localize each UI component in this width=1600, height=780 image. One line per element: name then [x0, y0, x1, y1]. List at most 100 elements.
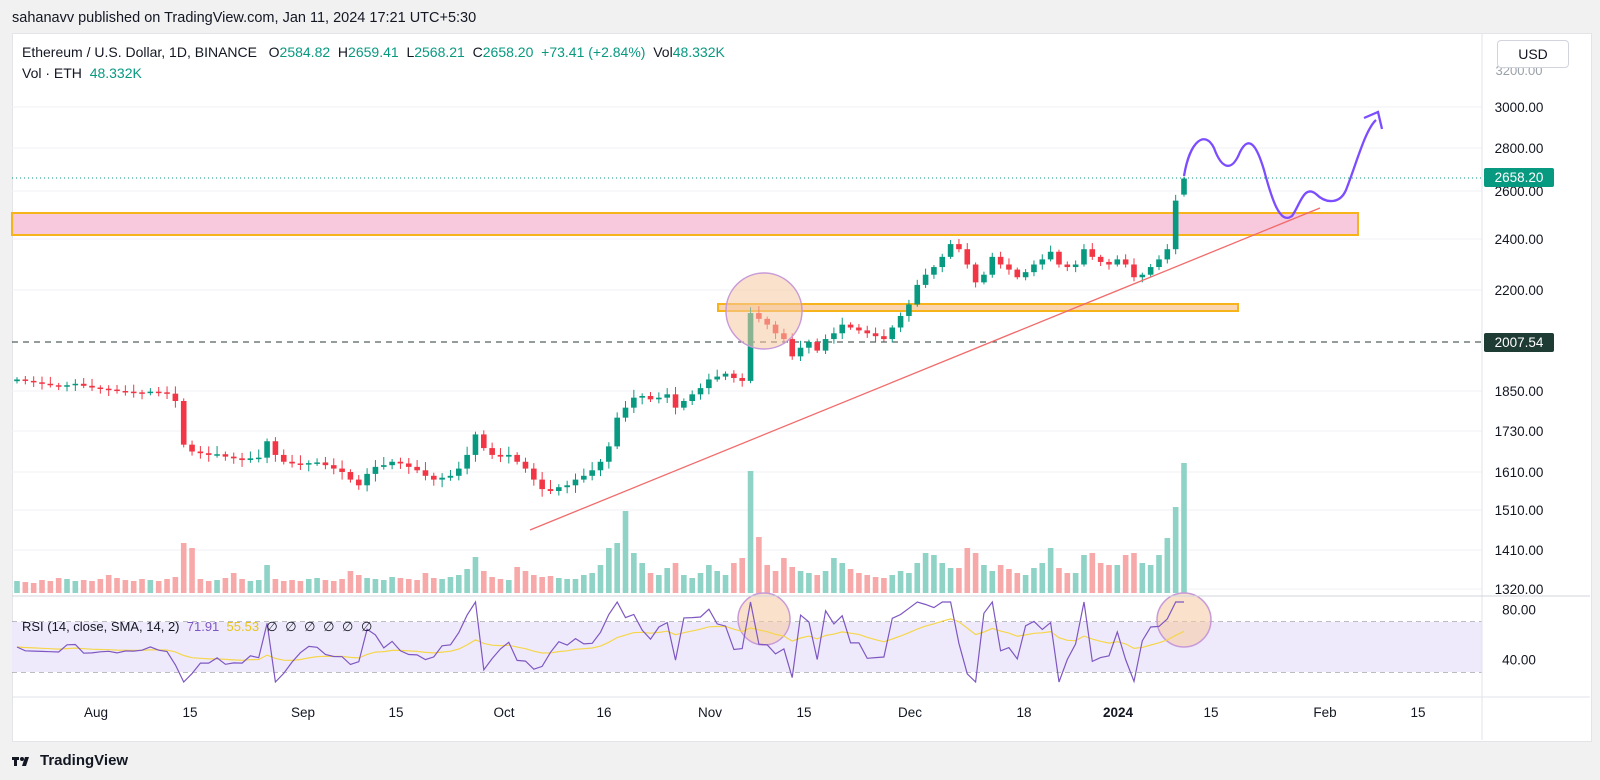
volume-bar	[772, 571, 779, 593]
volume-bar	[180, 543, 187, 593]
horizontal-line-tag-text: 2007.54	[1495, 335, 1544, 350]
time-axis-label: 16	[596, 705, 611, 720]
candle-body	[922, 274, 929, 285]
candle-body	[355, 479, 362, 486]
change-value: +73.41 (+2.84%)	[541, 44, 646, 60]
candle-body	[1139, 274, 1146, 278]
volume-bar	[981, 565, 987, 593]
vol-value: 48.332K	[672, 44, 725, 60]
time-axis-label: 15	[1203, 705, 1218, 720]
volume-bar	[997, 565, 1004, 593]
volume-bar	[572, 579, 579, 593]
candle-body	[572, 479, 579, 486]
candle-body	[422, 470, 429, 476]
volume-bar	[439, 579, 445, 593]
time-axis: Aug 15 Sep 15 Oct 16 Nov 15 Dec 18 2024 15 Feb 15	[84, 705, 1426, 720]
rsi-value: 71.91	[186, 619, 220, 634]
volume-indicator-value: 48.332K	[89, 65, 142, 81]
volume-bar	[330, 581, 337, 593]
volume-bar	[464, 569, 470, 593]
rsi-legend: RSI (14, close, SMA, 14, 2) 71.91 55.53 …	[22, 619, 374, 635]
volume-bar	[139, 579, 145, 593]
volume-bar	[789, 567, 796, 593]
price-axis-label: 2800.00	[1495, 141, 1544, 156]
volume-bar	[130, 581, 137, 593]
candle-body	[1114, 259, 1121, 265]
candle-body	[97, 387, 104, 390]
time-axis-label: 15	[1410, 705, 1425, 720]
candle-body	[497, 454, 504, 457]
candle-body	[80, 383, 87, 386]
candle-body	[622, 407, 629, 418]
candle-body	[881, 336, 887, 340]
volume-bar	[472, 557, 479, 593]
volume-bar	[155, 581, 162, 593]
volume-bar	[672, 563, 679, 593]
open-label: O	[268, 44, 280, 60]
candle-body	[506, 454, 512, 457]
candle-body	[55, 385, 62, 387]
candle-body	[614, 417, 620, 447]
candle-body	[289, 461, 295, 464]
volume-bar	[847, 569, 854, 593]
last-price-tag	[1484, 168, 1554, 187]
candle-body	[105, 388, 112, 391]
candle-body	[514, 454, 520, 462]
candle-body	[847, 324, 854, 328]
candle-body	[689, 394, 695, 401]
candle-body	[914, 284, 921, 305]
volume-bar	[1006, 569, 1012, 593]
candle-body	[414, 466, 420, 471]
rsi-indicator-name[interactable]: RSI (14, close, SMA, 14, 2)	[22, 619, 180, 634]
candle-body	[822, 339, 829, 351]
volume-bar	[389, 577, 395, 593]
candle-body	[264, 441, 270, 458]
time-axis-label: 18	[1016, 705, 1031, 720]
rsi-sma-line	[16, 618, 1185, 662]
candle-body	[797, 347, 804, 357]
time-axis-label: Nov	[698, 705, 722, 720]
volume-bar	[422, 573, 429, 593]
tradingview-footer[interactable]: TradingView	[12, 752, 128, 769]
volume-bar	[1072, 573, 1079, 593]
candle-body	[831, 333, 837, 340]
published-by: sahanavv published on TradingView.com, J…	[12, 10, 477, 26]
symbol-name[interactable]: Ethereum / U.S. Dollar, 1D, BINANCE	[22, 44, 257, 60]
candle-body	[164, 392, 170, 394]
candle-body	[139, 392, 145, 394]
volume-bar	[214, 580, 220, 593]
candle-body	[1164, 249, 1171, 260]
candle-body	[89, 385, 95, 388]
volume-bar	[814, 575, 821, 593]
volume-indicator-name[interactable]: Vol · ETH	[22, 65, 82, 81]
volume-bar	[1164, 538, 1171, 593]
candle-body	[405, 463, 412, 467]
volume-bar	[1139, 563, 1146, 593]
volume-bar	[556, 578, 562, 593]
currency-button[interactable]: USD	[1497, 40, 1569, 68]
volume-bar	[931, 555, 937, 593]
volume-bar	[1064, 573, 1071, 593]
candle-body	[1089, 249, 1096, 257]
volume-bar	[239, 579, 245, 593]
volume-bar	[89, 581, 95, 593]
candle-body	[172, 393, 179, 401]
candle-body	[155, 391, 162, 394]
volume-bar	[939, 563, 946, 593]
volume-bar	[397, 578, 404, 593]
price-axis-label: 2400.00	[1495, 232, 1544, 247]
volume-bar	[872, 577, 879, 593]
volume-bar	[481, 571, 487, 593]
volume-bar	[656, 575, 662, 593]
volume-bar	[272, 579, 279, 593]
volume-bar	[39, 580, 45, 593]
rsi-lines	[16, 600, 1185, 684]
volume-bar	[222, 578, 229, 593]
volume-bar	[956, 568, 962, 593]
candle-body	[1172, 200, 1179, 250]
candle-body	[897, 315, 904, 328]
volume-bar	[1147, 565, 1154, 593]
volume-bar	[47, 581, 54, 593]
candle-body	[531, 468, 537, 480]
